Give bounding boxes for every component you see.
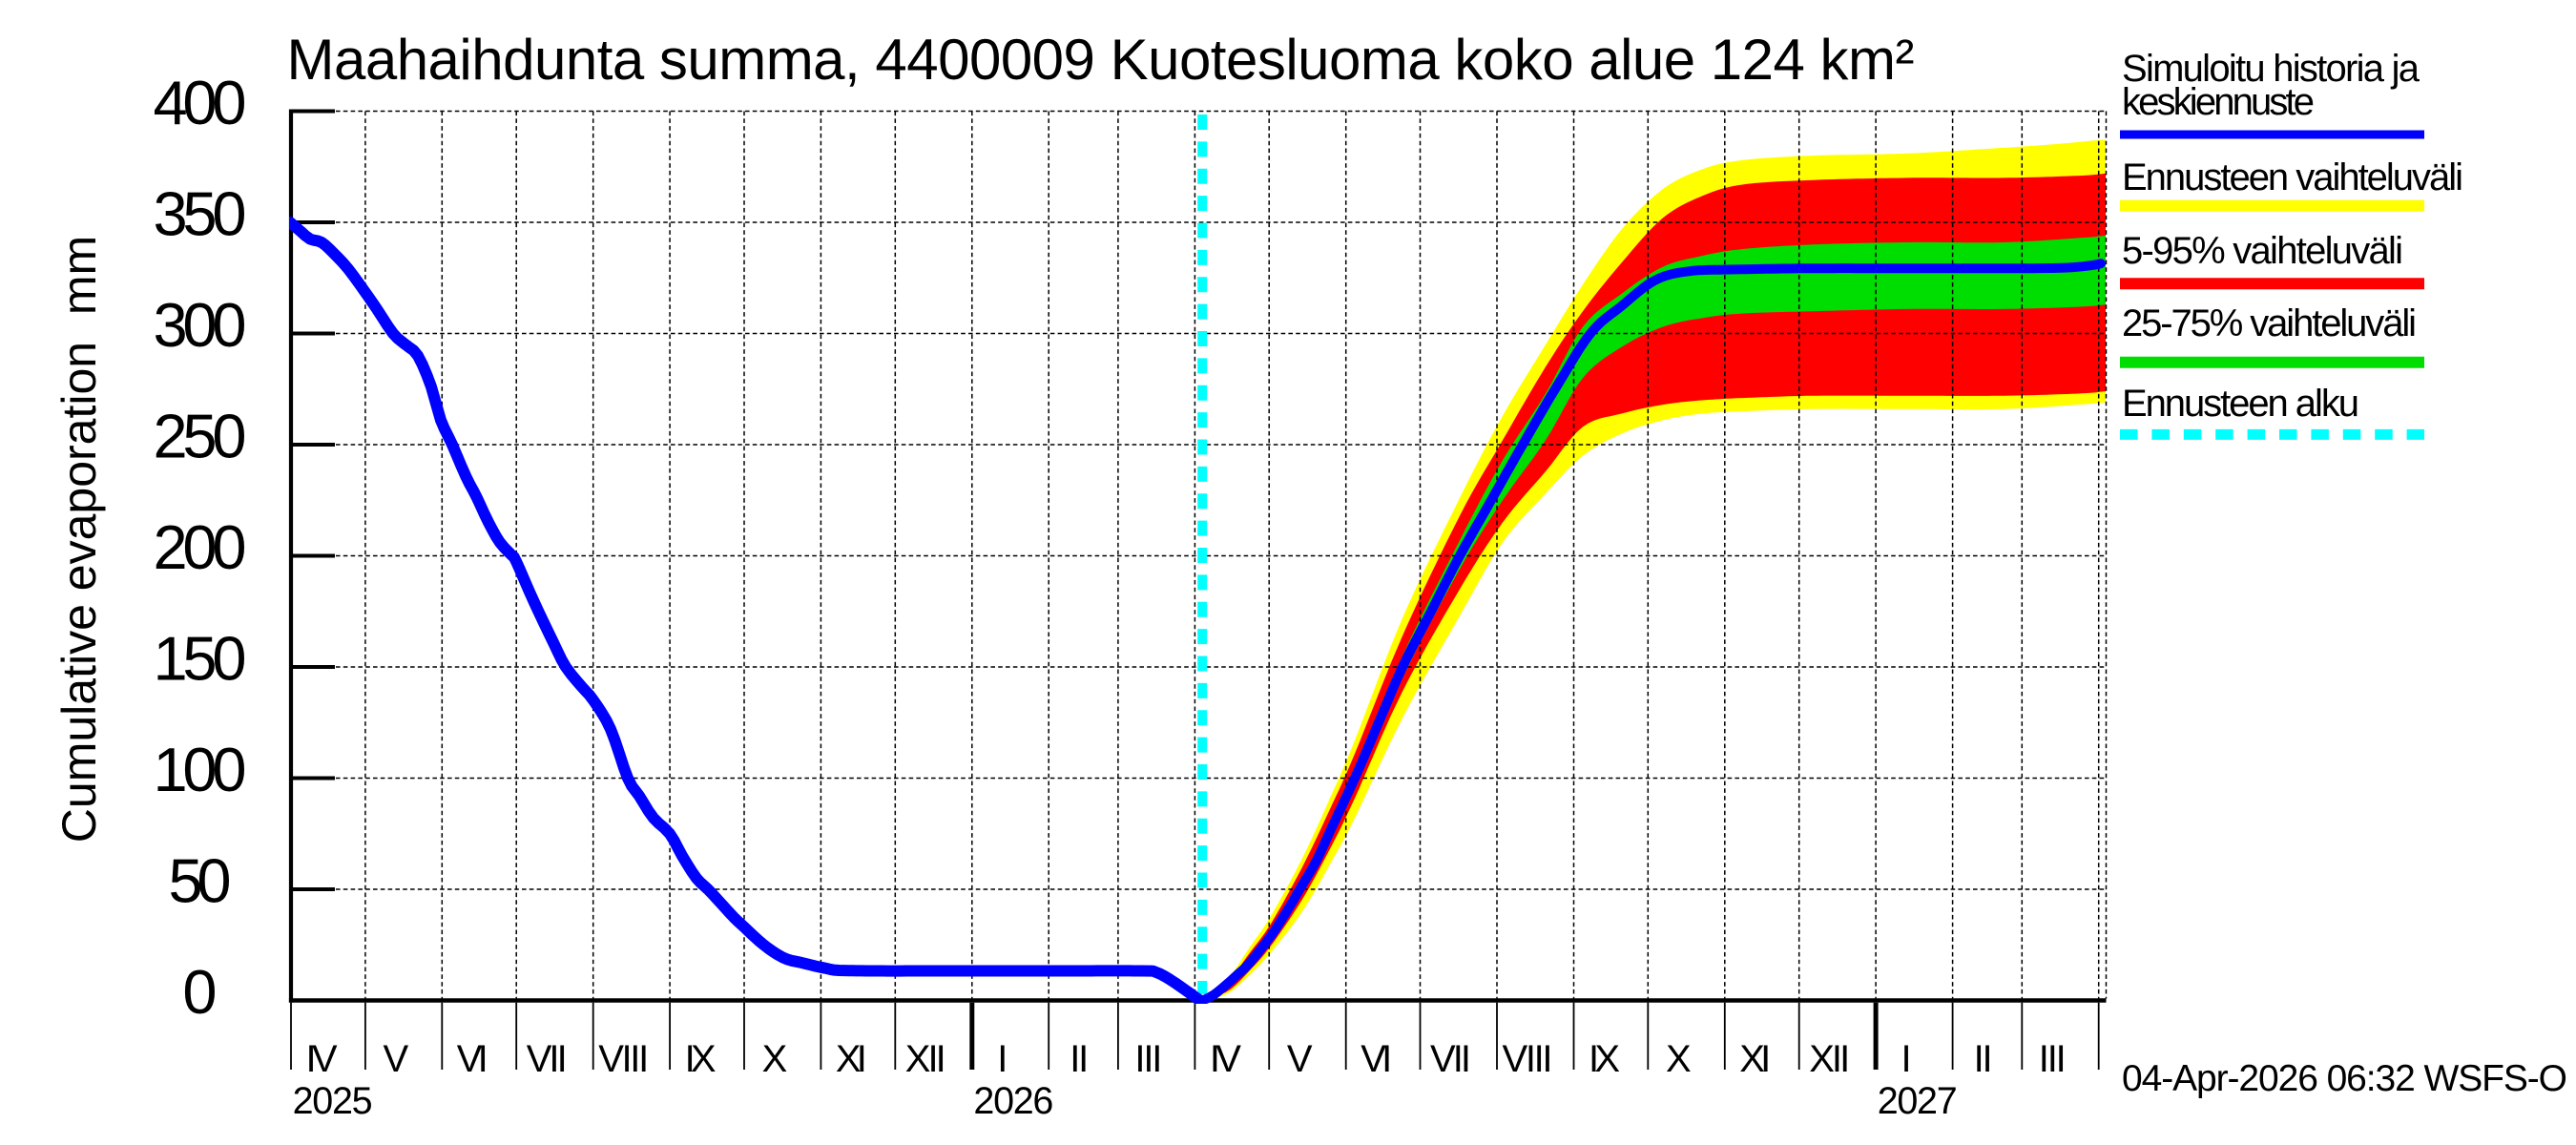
svg-text:XII: XII: [905, 1038, 946, 1080]
svg-text:2026: 2026: [973, 1080, 1053, 1122]
svg-text:I: I: [1901, 1038, 1912, 1080]
svg-text:2027: 2027: [1878, 1080, 1958, 1122]
svg-text:II: II: [1070, 1038, 1089, 1080]
svg-text:Maahaihdunta summa, 4400009 Ku: Maahaihdunta summa, 4400009 Kuotesluoma …: [287, 28, 1915, 92]
svg-text:V: V: [384, 1038, 409, 1080]
svg-text:25-75% vaihteluväli: 25-75% vaihteluväli: [2122, 302, 2417, 344]
svg-text:VII: VII: [1430, 1038, 1471, 1080]
svg-text:keskiennuste: keskiennuste: [2122, 81, 2315, 123]
svg-text:Ennusteen vaihteluväli: Ennusteen vaihteluväli: [2122, 156, 2463, 198]
svg-text:VIII: VIII: [598, 1038, 649, 1080]
svg-text:IX: IX: [1589, 1038, 1620, 1080]
svg-text:X: X: [762, 1038, 788, 1080]
svg-text:II: II: [1974, 1038, 1993, 1080]
svg-text:VIII: VIII: [1503, 1038, 1553, 1080]
svg-text:XI: XI: [1739, 1038, 1771, 1080]
svg-text:0: 0: [182, 957, 217, 1027]
svg-text:Simuloitu historia ja: Simuloitu historia ja: [2122, 48, 2420, 90]
svg-text:150: 150: [154, 624, 247, 694]
svg-text:400: 400: [154, 68, 247, 137]
svg-text:VII: VII: [527, 1038, 568, 1080]
svg-text:IV: IV: [306, 1038, 338, 1080]
svg-text:XI: XI: [836, 1038, 867, 1080]
svg-text:250: 250: [154, 402, 247, 471]
svg-text:IX: IX: [685, 1038, 717, 1080]
svg-text:Ennusteen alku: Ennusteen alku: [2122, 383, 2359, 425]
svg-text:04-Apr-2026 06:32 WSFS-O: 04-Apr-2026 06:32 WSFS-O: [2122, 1058, 2567, 1099]
svg-text:IV: IV: [1210, 1038, 1241, 1080]
svg-text:300: 300: [154, 290, 247, 360]
svg-text:III: III: [1134, 1038, 1162, 1080]
svg-text:5-95% vaihteluväli: 5-95% vaihteluväli: [2122, 230, 2403, 272]
svg-text:X: X: [1666, 1038, 1692, 1080]
svg-text:III: III: [2039, 1038, 2067, 1080]
svg-text:2025: 2025: [293, 1080, 373, 1122]
svg-text:VI: VI: [457, 1038, 488, 1080]
svg-text:VI: VI: [1361, 1038, 1392, 1080]
svg-text:I: I: [997, 1038, 1008, 1080]
svg-text:XII: XII: [1809, 1038, 1850, 1080]
svg-text:200: 200: [154, 512, 247, 582]
svg-text:Cumulative evaporation mm: Cumulative evaporation mm: [52, 236, 106, 843]
svg-text:100: 100: [154, 735, 247, 804]
svg-text:V: V: [1287, 1038, 1313, 1080]
svg-text:350: 350: [154, 179, 247, 249]
svg-text:50: 50: [169, 846, 232, 916]
